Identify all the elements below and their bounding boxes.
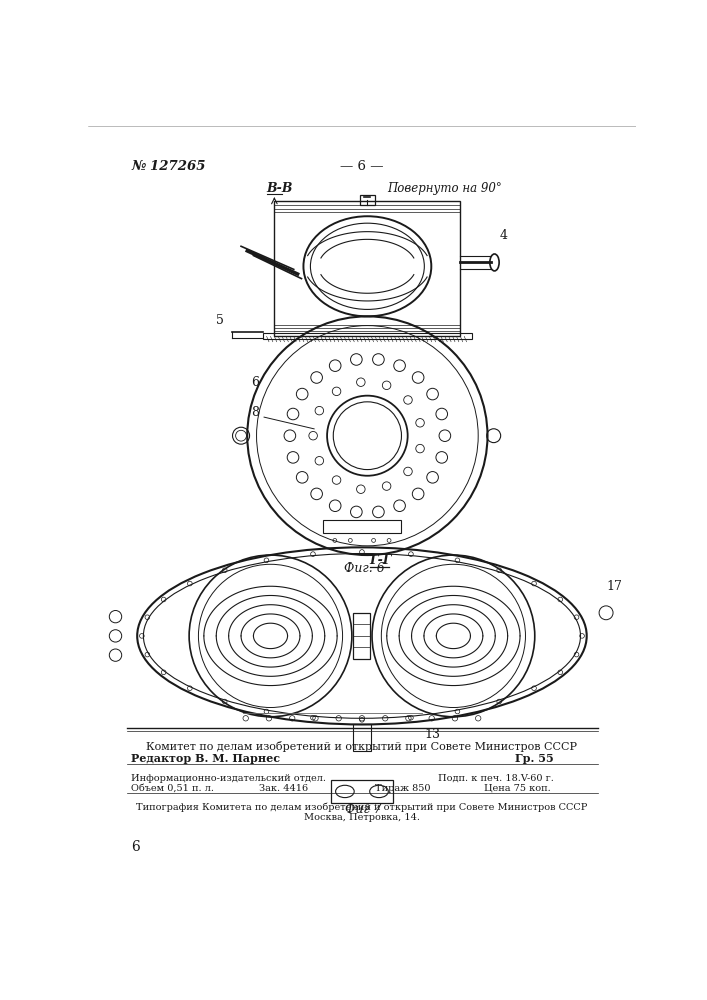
- Bar: [274, 201, 460, 336]
- Text: Г-Г: Г-Г: [370, 554, 392, 567]
- Text: Гр. 55: Гр. 55: [515, 753, 554, 764]
- Bar: [263, 333, 472, 339]
- Bar: [360, 195, 375, 205]
- Text: Цена 75 коп.: Цена 75 коп.: [484, 784, 550, 793]
- Text: Информационно-издательский отдел.: Информационно-издательский отдел.: [131, 774, 326, 783]
- Text: В-В: В-В: [267, 182, 293, 195]
- Text: Типография Комитета по делам изобретений и открытий при Совете Министров СССР: Типография Комитета по делам изобретений…: [136, 803, 588, 812]
- Bar: [331, 780, 393, 803]
- Text: 6: 6: [251, 376, 259, 389]
- Text: Тираж 850: Тираж 850: [375, 784, 431, 793]
- Text: Москва, Петровка, 14.: Москва, Петровка, 14.: [304, 813, 420, 822]
- Text: Фиг. 6: Фиг. 6: [344, 562, 385, 575]
- Text: 17: 17: [606, 580, 622, 593]
- Text: Фиг 7: Фиг 7: [345, 803, 382, 816]
- Text: Повернуто на 90°: Повернуто на 90°: [387, 182, 501, 195]
- Text: Подп. к печ. 18.V-60 г.: Подп. к печ. 18.V-60 г.: [438, 774, 554, 783]
- Bar: [354, 613, 370, 659]
- Text: 4: 4: [499, 229, 507, 242]
- Text: — 6 —: — 6 —: [340, 160, 384, 173]
- Bar: [323, 520, 401, 533]
- Text: 6: 6: [131, 840, 140, 854]
- Text: Редактор В. М. Парнес: Редактор В. М. Парнес: [131, 753, 280, 764]
- Text: Комитет по делам изобретений и открытий при Совете Министров СССР: Комитет по делам изобретений и открытий …: [146, 741, 578, 752]
- Text: Зак. 4416: Зак. 4416: [259, 784, 308, 793]
- Text: 8: 8: [251, 406, 259, 419]
- Text: 5: 5: [216, 314, 224, 327]
- Text: 13: 13: [424, 728, 440, 741]
- Bar: [353, 724, 371, 751]
- Text: № 127265: № 127265: [131, 160, 206, 173]
- Text: Объем 0,51 п. л.: Объем 0,51 п. л.: [131, 784, 214, 793]
